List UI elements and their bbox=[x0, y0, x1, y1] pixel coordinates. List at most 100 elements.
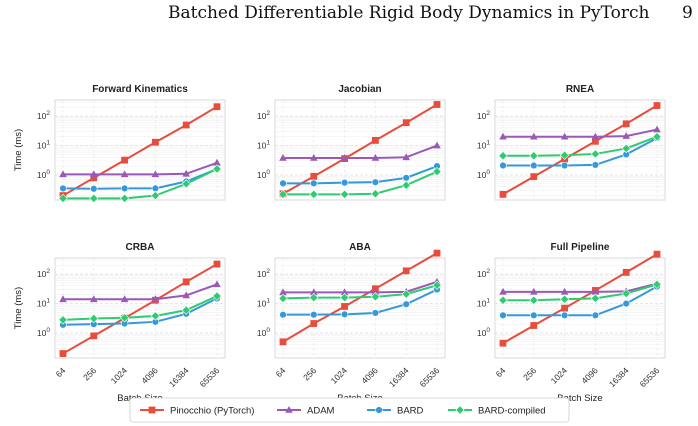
series-line bbox=[283, 170, 438, 196]
x-tick-label: 16384 bbox=[387, 365, 411, 389]
data-point bbox=[151, 170, 160, 178]
series-adam bbox=[59, 158, 221, 178]
series-line bbox=[282, 284, 438, 300]
data-point bbox=[310, 179, 318, 188]
page-number: 9 bbox=[682, 3, 693, 23]
x-tick-label: 1024 bbox=[109, 365, 130, 386]
y-tick-label: 100 bbox=[37, 327, 50, 338]
data-point bbox=[591, 132, 600, 140]
data-point bbox=[530, 322, 538, 329]
data-point bbox=[150, 190, 161, 201]
data-point bbox=[310, 288, 318, 296]
y-tick-label: 102 bbox=[257, 268, 270, 279]
y-tick-label: 100 bbox=[37, 169, 50, 180]
x-tick-label: 256 bbox=[301, 365, 318, 382]
x-tick-label: 4096 bbox=[359, 365, 380, 386]
panel-forward-kinematics: 100 101 102 Forward Kinematics Time (ms) bbox=[13, 84, 226, 204]
x-tick-label: 16384 bbox=[167, 365, 191, 389]
data-point bbox=[213, 260, 221, 268]
legend-entry-bard-compiled: BARD-compiled bbox=[448, 405, 546, 417]
series-bard-compiled bbox=[58, 291, 222, 325]
data-point bbox=[90, 332, 98, 340]
series-bard-compiled bbox=[58, 164, 222, 204]
data-point bbox=[119, 313, 130, 323]
data-point bbox=[498, 295, 508, 305]
data-point bbox=[121, 156, 128, 164]
data-point bbox=[279, 153, 287, 161]
legend-label: BARD bbox=[397, 406, 424, 417]
legend-entry-adam: ADAM bbox=[277, 406, 335, 417]
series-line bbox=[503, 135, 658, 157]
y-tick-label: 101 bbox=[257, 140, 270, 151]
series-bard bbox=[279, 162, 441, 188]
legend-entry-pinocchio-pytorch: Pinocchio (PyTorch) bbox=[140, 406, 254, 417]
data-point bbox=[213, 103, 221, 111]
series-bard-compiled bbox=[278, 280, 442, 304]
series-line bbox=[503, 137, 658, 167]
x-axis-label: Batch Size bbox=[557, 393, 602, 404]
data-point bbox=[150, 311, 161, 321]
data-point bbox=[120, 170, 129, 178]
data-point bbox=[151, 295, 160, 303]
data-point bbox=[433, 101, 441, 108]
data-point bbox=[433, 141, 441, 149]
data-point bbox=[340, 153, 349, 161]
data-point bbox=[90, 174, 98, 182]
legend-label: ADAM bbox=[307, 406, 335, 417]
data-point bbox=[90, 170, 98, 178]
data-point bbox=[278, 189, 288, 199]
data-point bbox=[622, 299, 630, 308]
data-point bbox=[561, 304, 568, 312]
data-point bbox=[401, 180, 411, 190]
data-point bbox=[621, 288, 631, 299]
x-tick-label: 1024 bbox=[329, 365, 350, 386]
data-point bbox=[309, 189, 319, 199]
y-tick-label: 100 bbox=[257, 327, 270, 338]
data-point bbox=[58, 193, 68, 204]
series-adam bbox=[279, 141, 441, 161]
series-line bbox=[503, 285, 658, 317]
series-line bbox=[62, 263, 218, 355]
data-point bbox=[560, 311, 569, 319]
x-tick-label: 256 bbox=[81, 365, 98, 382]
data-point bbox=[498, 151, 508, 161]
data-point bbox=[371, 153, 380, 161]
y-tick-label: 102 bbox=[37, 110, 50, 121]
data-point bbox=[432, 280, 442, 290]
panel-title: Forward Kinematics bbox=[92, 84, 188, 95]
series-bard-compiled bbox=[278, 167, 442, 199]
data-point bbox=[279, 338, 287, 346]
data-point bbox=[120, 184, 129, 193]
data-point bbox=[499, 132, 507, 140]
y-tick-label: 101 bbox=[37, 298, 50, 309]
data-point bbox=[59, 184, 67, 193]
data-point bbox=[279, 288, 287, 296]
series-line bbox=[63, 161, 218, 176]
data-point bbox=[340, 310, 349, 319]
x-tick-label: 4096 bbox=[579, 365, 600, 386]
legend-marker bbox=[148, 406, 156, 414]
series-line bbox=[283, 280, 438, 294]
data-point bbox=[592, 137, 599, 145]
data-point bbox=[340, 178, 349, 187]
y-tick-label: 101 bbox=[257, 298, 270, 309]
panel-title: RNEA bbox=[566, 84, 594, 95]
series-adam bbox=[499, 279, 661, 295]
data-point bbox=[559, 294, 570, 304]
series-bard bbox=[279, 285, 441, 319]
data-point bbox=[401, 289, 411, 299]
data-point bbox=[212, 291, 222, 301]
data-point bbox=[499, 339, 507, 347]
x-tick-label: 1024 bbox=[549, 365, 570, 386]
series-bard bbox=[499, 282, 661, 319]
y-tick-label: 102 bbox=[257, 110, 270, 121]
data-point bbox=[402, 300, 410, 308]
data-point bbox=[622, 132, 630, 139]
x-tick-label: 65536 bbox=[638, 365, 662, 389]
legend-marker bbox=[375, 406, 383, 414]
series-line bbox=[283, 144, 438, 159]
x-tick-label: 16384 bbox=[607, 365, 631, 389]
data-point bbox=[212, 164, 222, 174]
data-point bbox=[340, 288, 349, 296]
